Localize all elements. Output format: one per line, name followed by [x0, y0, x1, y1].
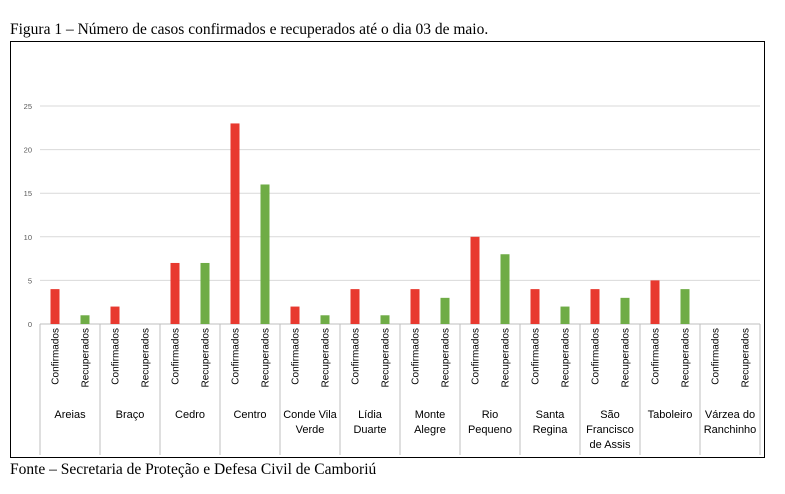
series-label: Recuperados: [321, 328, 332, 387]
series-label: Confirmados: [51, 328, 62, 385]
y-tick-label: 25: [24, 102, 32, 111]
bar-recuperados: [500, 254, 510, 324]
bar-recuperados: [260, 184, 270, 324]
bar-confirmados: [410, 289, 420, 324]
bar-confirmados: [530, 289, 540, 324]
y-tick-label: 5: [28, 276, 32, 285]
y-tick-label: 20: [24, 146, 32, 155]
category-label: Francisco: [586, 424, 634, 436]
bar-confirmados: [470, 236, 480, 324]
series-label: Recuperados: [141, 328, 152, 387]
figure-caption: Figura 1 – Número de casos confirmados e…: [10, 21, 489, 38]
bar-confirmados: [230, 123, 240, 324]
bar-confirmados: [110, 306, 120, 324]
bar-confirmados: [50, 289, 60, 324]
y-tick-label: 10: [24, 233, 32, 242]
series-label: Recuperados: [501, 328, 512, 387]
category-label: Monte: [415, 409, 446, 421]
bar-recuperados: [680, 289, 690, 324]
category-label: Santa: [536, 409, 566, 421]
bar-recuperados: [440, 297, 450, 324]
category-label: Várzea do: [705, 409, 755, 421]
figure-source: Fonte – Secretaria de Proteção e Defesa …: [10, 461, 377, 478]
series-label: Recuperados: [201, 328, 212, 387]
category-label: Conde Vila: [283, 409, 337, 421]
category-label: Verde: [296, 424, 325, 436]
series-label: Confirmados: [171, 328, 182, 385]
series-label: Confirmados: [111, 328, 122, 385]
category-label: Lídia: [358, 409, 383, 421]
series-label: Confirmados: [291, 328, 302, 385]
bar-confirmados: [170, 262, 180, 324]
chart-frame: [10, 41, 765, 458]
series-label: Confirmados: [711, 328, 722, 385]
series-label: Recuperados: [561, 328, 572, 387]
category-label: Taboleiro: [648, 409, 693, 421]
series-label: Confirmados: [651, 328, 662, 385]
series-label: Confirmados: [411, 328, 422, 385]
bar-recuperados: [620, 297, 630, 324]
series-label: Recuperados: [741, 328, 752, 387]
category-label: Ranchinho: [704, 424, 757, 436]
category-label: Braço: [116, 409, 145, 421]
series-label: Recuperados: [681, 328, 692, 387]
series-label: Confirmados: [471, 328, 482, 385]
series-label: Confirmados: [591, 328, 602, 385]
series-label: Recuperados: [261, 328, 272, 387]
bar-recuperados: [200, 262, 210, 324]
series-label: Recuperados: [381, 328, 392, 387]
bar-confirmados: [350, 289, 360, 324]
category-label: Pequeno: [468, 424, 512, 436]
bar-recuperados: [80, 315, 90, 324]
category-label: Centro: [233, 409, 266, 421]
category-label: Areias: [54, 409, 86, 421]
category-label: Duarte: [353, 424, 386, 436]
category-label: Cedro: [175, 409, 205, 421]
y-tick-label: 0: [28, 320, 32, 329]
y-tick-label: 15: [24, 189, 32, 198]
bar-recuperados: [560, 306, 570, 324]
category-label: de Assis: [590, 439, 631, 451]
category-label: Regina: [533, 424, 569, 436]
bar-recuperados: [380, 315, 390, 324]
category-label: São: [600, 409, 620, 421]
category-label: Alegre: [414, 424, 446, 436]
series-label: Recuperados: [441, 328, 452, 387]
series-label: Recuperados: [621, 328, 632, 387]
series-label: Confirmados: [531, 328, 542, 385]
bar-recuperados: [320, 315, 330, 324]
bar-confirmados: [650, 280, 660, 324]
bar-confirmados: [290, 306, 300, 324]
category-label: Rio: [482, 409, 499, 421]
bar-confirmados: [590, 289, 600, 324]
series-label: Confirmados: [231, 328, 242, 385]
series-label: Recuperados: [81, 328, 92, 387]
series-label: Confirmados: [351, 328, 362, 385]
